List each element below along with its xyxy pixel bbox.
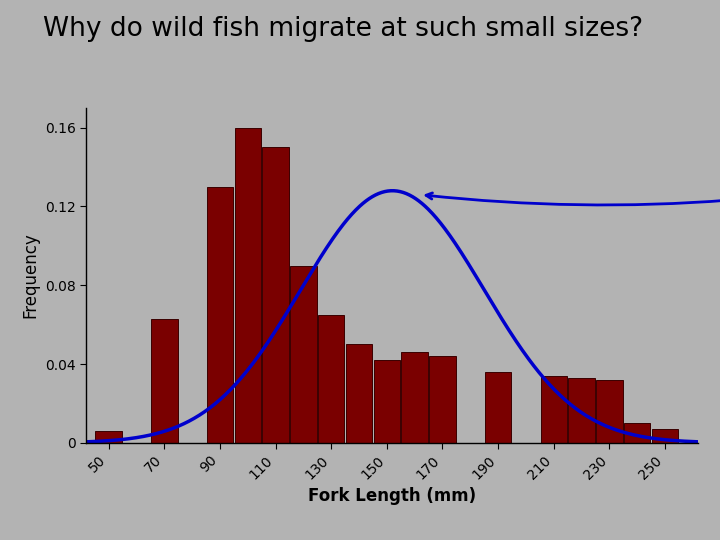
Bar	[485, 372, 511, 443]
Bar	[235, 127, 261, 443]
Bar	[652, 429, 678, 443]
X-axis label: Fork Length (mm): Fork Length (mm)	[308, 488, 477, 505]
Bar	[568, 378, 595, 443]
Y-axis label: Frequency: Frequency	[22, 233, 40, 318]
Bar	[207, 187, 233, 443]
Bar	[318, 315, 344, 443]
Text: Why do wild fish migrate at such small sizes?: Why do wild fish migrate at such small s…	[43, 16, 644, 42]
Bar	[429, 356, 456, 443]
Bar	[402, 352, 428, 443]
Bar	[290, 266, 317, 443]
Text: Typical steelhead smolt size distribution: Typical steelhead smolt size distributio…	[426, 130, 720, 205]
Bar	[541, 376, 567, 443]
Bar	[346, 345, 372, 443]
Bar	[374, 360, 400, 443]
Bar	[596, 380, 623, 443]
Bar	[262, 147, 289, 443]
Bar	[151, 319, 178, 443]
Bar	[96, 431, 122, 443]
Bar	[624, 423, 650, 443]
